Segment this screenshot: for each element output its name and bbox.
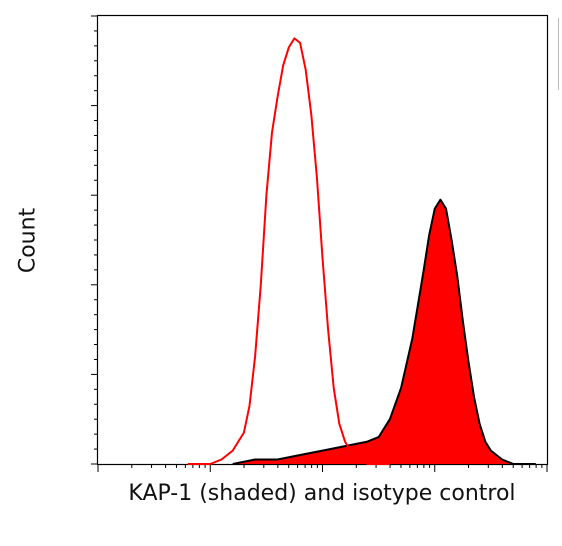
series-1-line — [232, 198, 536, 465]
x-axis-label: KAP-1 (shaded) and isotype control — [128, 481, 516, 506]
legend-edge — [558, 18, 562, 90]
series-0-line — [187, 37, 390, 465]
series-1-area — [232, 199, 536, 464]
series-layer — [187, 37, 536, 465]
x-axis-ticks — [97, 464, 548, 472]
plot-frame — [96, 14, 549, 466]
y-axis-ticks — [91, 15, 98, 465]
y-axis-label: Count — [15, 207, 41, 274]
